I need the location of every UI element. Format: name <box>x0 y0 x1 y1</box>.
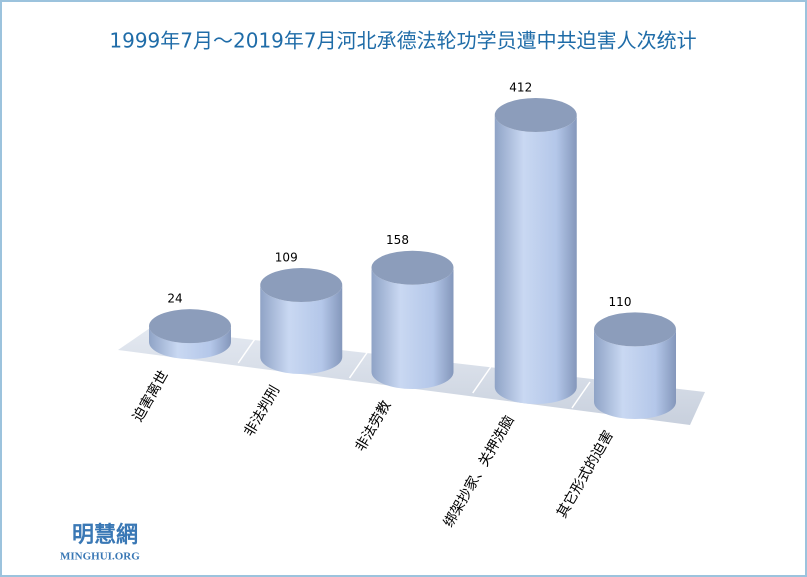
floor-divider <box>348 351 369 379</box>
watermark-url: MINGHUI.ORG <box>60 551 140 563</box>
floor-divider <box>472 366 492 394</box>
cylinder-body <box>371 267 454 389</box>
value-label: 158 <box>386 233 409 247</box>
cylinder-body <box>594 329 676 419</box>
value-label: 412 <box>509 81 532 95</box>
cylinder-body <box>260 285 343 374</box>
chart-title: 1999年7月～2019年7月河北承德法轮功学员遭中共迫害人次统计 <box>109 29 696 53</box>
floor-divider <box>571 381 591 409</box>
cylinder-body <box>494 115 577 404</box>
value-label: 109 <box>275 251 298 265</box>
cylinder-top <box>494 98 577 132</box>
cylinder-top <box>149 309 231 344</box>
cylinder-top <box>260 268 343 303</box>
floor-divider <box>237 336 257 364</box>
cylinder-top <box>371 250 454 285</box>
cylinder-body <box>149 326 231 359</box>
value-label: 110 <box>609 295 632 309</box>
value-label: 24 <box>167 292 182 306</box>
cylinder-top <box>594 312 676 347</box>
watermark-name: 明慧網 <box>72 522 138 548</box>
